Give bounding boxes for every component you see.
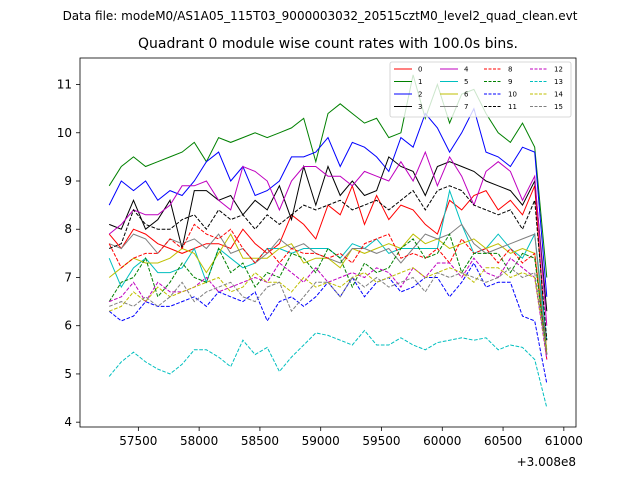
x-tick-label: 58500 [241, 434, 279, 448]
data-file-text: Data file: modeM0/AS1A05_115T03_90000030… [63, 9, 578, 23]
legend-label-3: 3 [418, 103, 422, 111]
x-tick-label: 60500 [484, 434, 522, 448]
legend-label-10: 10 [508, 91, 517, 99]
y-tick-label: 4 [64, 415, 72, 429]
legend-label-4: 4 [464, 66, 469, 74]
x-tick-label: 61000 [545, 434, 583, 448]
series-line-12 [109, 257, 548, 360]
chart-title: Quadrant 0 module wise count rates with … [138, 36, 518, 52]
y-tick-label: 9 [64, 174, 72, 188]
series-layer [108, 74, 548, 408]
legend-frame [389, 61, 572, 118]
legend-label-6: 6 [464, 91, 469, 99]
legend-label-9: 9 [508, 78, 512, 86]
legend-label-2: 2 [418, 91, 422, 99]
y-tick-label: 10 [57, 126, 72, 140]
series-line-13 [108, 329, 548, 408]
legend-label-11: 11 [508, 103, 517, 111]
legend-label-1: 1 [418, 78, 422, 86]
series-line-11 [109, 185, 548, 341]
series-line-15 [109, 267, 548, 355]
y-tick-label: 6 [64, 319, 72, 333]
series-line-9 [108, 232, 548, 355]
legend-label-12: 12 [554, 66, 563, 74]
legend-label-0: 0 [418, 66, 422, 74]
plot-frame [79, 57, 577, 428]
legend-label-7: 7 [464, 103, 468, 111]
y-tick-label: 5 [64, 367, 72, 381]
x-tick-label: 59000 [302, 434, 340, 448]
legend-label-5: 5 [464, 78, 468, 86]
x-tick-label: 59500 [362, 434, 400, 448]
legend-label-8: 8 [508, 66, 512, 74]
x-tick-label: 57500 [119, 434, 157, 448]
x-offset-label: +3.008e8 [517, 455, 576, 469]
legend-label-15: 15 [554, 103, 563, 111]
y-tick-label: 8 [64, 222, 72, 236]
x-tick-label: 58000 [180, 434, 218, 448]
y-tick-label: 7 [64, 270, 72, 284]
legend-label-13: 13 [554, 78, 563, 86]
y-tick-label: 11 [57, 78, 72, 92]
y-axis: 4 5 6 7 8 9 10 11 [57, 78, 80, 429]
x-tick-label: 60000 [423, 434, 461, 448]
legend-label-14: 14 [554, 91, 563, 99]
x-axis: 57500 58000 58500 59000 59500 60000 60500 61000 [119, 427, 583, 448]
series-line-14 [109, 267, 548, 355]
